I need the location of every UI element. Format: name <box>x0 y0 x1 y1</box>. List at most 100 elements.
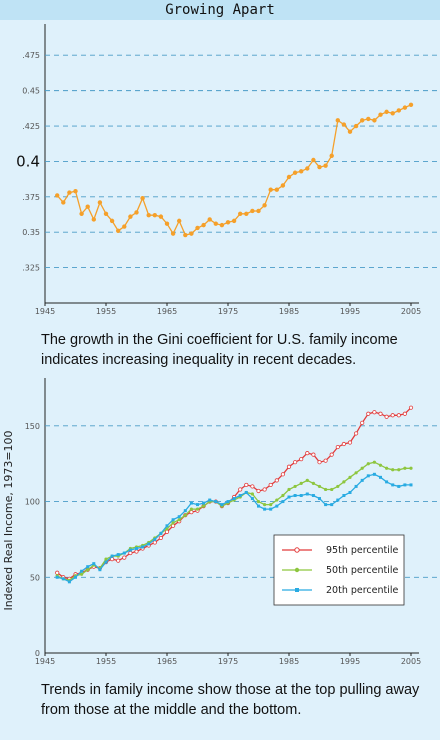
data-point <box>269 503 273 507</box>
data-point <box>397 484 401 488</box>
legend-label-95th-percentile: 95th percentile <box>326 545 399 556</box>
data-point <box>256 488 261 494</box>
data-point <box>104 560 108 564</box>
gini-caption: The growth in the Gini coefficient for U… <box>41 332 398 368</box>
data-point <box>286 464 292 469</box>
data-point <box>280 472 285 477</box>
data-point <box>385 480 389 484</box>
data-point <box>402 411 407 416</box>
data-point <box>135 547 138 551</box>
data-point <box>396 108 401 113</box>
data-point <box>177 518 181 522</box>
data-point <box>141 545 145 549</box>
data-point <box>202 501 206 505</box>
x-tick-label: 1975 <box>218 657 238 666</box>
income-caption: Trends in family income show those at th… <box>41 682 420 718</box>
data-point <box>238 211 243 217</box>
data-point <box>98 568 102 572</box>
legend-marker-20th-percentile <box>295 588 299 592</box>
data-point <box>342 494 346 498</box>
data-point <box>287 495 291 499</box>
data-point <box>391 468 395 472</box>
y-tick-label: 150 <box>25 422 40 431</box>
legend-marker-95th-percentile <box>294 547 300 553</box>
data-point <box>147 542 151 546</box>
data-point <box>55 575 59 579</box>
data-point <box>408 102 414 107</box>
y-axis-label: Indexed Real Income, 1973=100 <box>2 430 15 610</box>
data-point <box>207 217 212 222</box>
data-point <box>201 222 206 228</box>
data-point <box>299 457 304 462</box>
data-point <box>80 569 84 573</box>
data-point <box>116 228 121 233</box>
data-point <box>372 118 377 123</box>
data-point <box>293 494 297 498</box>
data-point <box>391 483 395 487</box>
data-point <box>152 540 157 545</box>
data-point <box>335 444 340 450</box>
y-tick-label: 50 <box>30 573 40 582</box>
data-point <box>281 500 285 504</box>
data-point <box>128 214 133 219</box>
data-point <box>360 118 365 123</box>
data-point <box>275 498 279 502</box>
data-point <box>274 478 279 483</box>
gini-chart: .325 0.35 .375 0.4 .425 0.45 .475 1945 1955 1965 1… <box>16 24 439 316</box>
data-point <box>183 232 188 238</box>
y-tick-label: .325 <box>22 264 40 273</box>
data-point <box>269 507 273 511</box>
x-tick-label: 1995 <box>340 307 360 316</box>
legend-label-50th-percentile: 50th percentile <box>326 565 399 576</box>
data-point <box>341 441 346 447</box>
data-point <box>366 474 370 478</box>
x-tick-label: 1985 <box>279 307 299 316</box>
data-point <box>238 494 242 498</box>
data-point <box>360 478 364 482</box>
data-point <box>189 501 193 505</box>
data-point <box>153 537 157 541</box>
data-point <box>324 503 328 507</box>
data-point <box>329 452 334 457</box>
data-point <box>165 527 169 531</box>
data-point <box>409 483 413 487</box>
data-point <box>330 503 334 507</box>
x-tick-label: 1985 <box>279 657 299 666</box>
data-point <box>74 575 77 579</box>
data-point <box>189 507 193 511</box>
y-tick-label: 0.4 <box>16 152 40 170</box>
data-point <box>390 111 395 116</box>
data-point <box>257 504 260 508</box>
data-point <box>372 472 376 476</box>
data-point <box>366 116 371 122</box>
data-point <box>311 452 316 457</box>
data-point <box>122 555 127 560</box>
data-point <box>116 558 121 563</box>
data-point <box>208 498 212 502</box>
data-point <box>250 484 255 489</box>
data-point <box>67 580 71 584</box>
data-point <box>196 503 199 507</box>
legend-marker-50th-percentile <box>294 567 300 573</box>
data-point <box>134 210 139 215</box>
data-point <box>152 213 157 218</box>
x-tick-label: 1995 <box>340 657 360 666</box>
income-chart: 0 50 100 150 1945 1955 1965 1975 1985 1995 2005 Ind… <box>2 378 439 666</box>
data-point <box>348 490 352 494</box>
data-point <box>360 466 364 470</box>
data-point <box>354 471 358 475</box>
data-point <box>165 524 169 528</box>
data-point <box>92 562 96 566</box>
data-point <box>164 221 170 226</box>
data-point <box>299 169 304 174</box>
x-tick-label: 1975 <box>218 307 238 316</box>
data-point <box>128 550 133 556</box>
data-point <box>317 460 322 465</box>
y-tick-label: .375 <box>22 193 40 202</box>
x-tick-label: 1955 <box>96 307 116 316</box>
data-point <box>287 487 291 492</box>
data-point <box>341 122 347 127</box>
data-point <box>262 487 267 492</box>
data-point <box>268 187 273 192</box>
data-point <box>146 213 151 218</box>
